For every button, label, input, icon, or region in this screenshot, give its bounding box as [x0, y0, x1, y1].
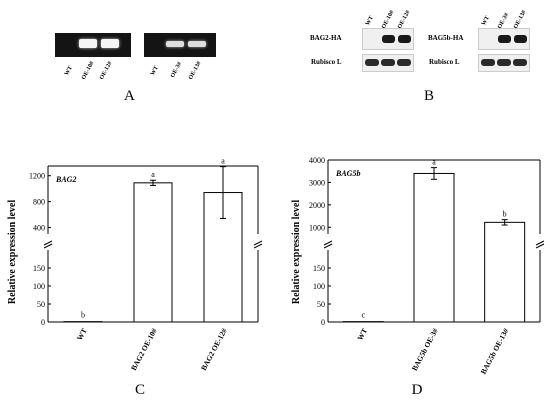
- blot-band: [514, 35, 527, 43]
- x-tick-label: WT: [355, 327, 369, 342]
- y-tick-label: 100: [313, 282, 325, 291]
- gel-band: [101, 39, 119, 48]
- y-tick-label: 50: [37, 300, 45, 309]
- blot-band: [381, 59, 395, 66]
- x-tick-label: BAG5b OE-3#: [410, 327, 440, 373]
- gel-1: [55, 33, 131, 57]
- axis-break-mark: [535, 240, 545, 246]
- y-tick-label: 2000: [309, 201, 325, 210]
- axis-break-mark: [43, 240, 53, 246]
- x-tick-label: BAG2 OE-10#: [129, 326, 159, 371]
- significance-label: a: [151, 170, 155, 179]
- blot-box-loading: [362, 54, 414, 72]
- blot-band: [397, 59, 411, 66]
- gel-band: [166, 41, 184, 47]
- y-axis-label: Relative expression level: [7, 200, 18, 304]
- blot-lane-label: OE-12#: [397, 9, 412, 30]
- panel-letter-c: C: [135, 382, 145, 398]
- blot-target-label: BAG5b-HA: [428, 34, 464, 42]
- y-tick-label: 800: [33, 198, 45, 207]
- blot-box-target: [362, 28, 414, 50]
- blot-lane-label: WT: [365, 15, 375, 27]
- axis-break-mark: [323, 240, 333, 246]
- significance-label: b: [81, 311, 85, 320]
- y-tick-label: 0: [41, 318, 45, 327]
- y-tick-label: 150: [313, 264, 325, 273]
- y-tick-label: 400: [33, 224, 45, 233]
- panel-letter-d: D: [412, 382, 423, 398]
- blot-target-label: BAG2-HA: [310, 34, 342, 42]
- blot-box-loading: [478, 54, 530, 72]
- gel-lane-label: OE-3#: [170, 61, 184, 79]
- panel-letter-a: A: [124, 88, 135, 104]
- y-tick-label: 50: [317, 300, 325, 309]
- y-tick-label: 0: [321, 318, 325, 327]
- blot-lane-label: WT: [481, 15, 491, 27]
- y-tick-label: 3000: [309, 178, 325, 187]
- blot-box-target: [478, 28, 530, 50]
- chart-body: 0 50 100 150 1000 2000 3000 4000 BAG5b c WT a BAG5b …: [309, 156, 545, 376]
- gel-lane-label: WT: [64, 65, 74, 77]
- blot-lane-label: OE-13#: [513, 9, 528, 30]
- gel-lane-label: OE-12#: [99, 60, 114, 81]
- gel-band: [79, 39, 97, 48]
- y-tick-label: 1000: [309, 223, 325, 232]
- chart-c: Relative expression level 0 50 100 150 400 80…: [7, 157, 263, 398]
- blot-band: [497, 59, 511, 66]
- axis-break-mark: [253, 240, 263, 246]
- axis-break-mark: [323, 243, 333, 249]
- blot-band: [513, 59, 527, 66]
- chart-d: Relative expression level 0 50 100 150 1000 2…: [291, 156, 545, 398]
- bar: [484, 221, 526, 323]
- blot-lane-label: OE-10#: [381, 9, 396, 30]
- y-tick-label: 4000: [309, 156, 325, 165]
- x-tick-label: BAG5b OE-13#: [479, 327, 511, 376]
- panel-letter-b: B: [424, 88, 435, 104]
- y-tick-label: 1200: [29, 172, 45, 181]
- y-tick-label: 150: [33, 264, 45, 273]
- gel-lane-label: OE-10#: [81, 60, 96, 81]
- blot-band: [382, 35, 395, 43]
- significance-label: c: [362, 311, 366, 320]
- bar: [413, 172, 455, 323]
- x-tick-label: BAG2 OE-12#: [199, 326, 229, 371]
- gel-2: [144, 33, 216, 57]
- y-axis-label: Relative expression level: [291, 200, 302, 304]
- blot-band: [481, 59, 495, 66]
- bar: [133, 182, 173, 323]
- blot-band: [398, 35, 411, 43]
- significance-label: b: [503, 210, 507, 219]
- axis-break-mark: [535, 243, 545, 249]
- significance-label: a: [432, 158, 436, 167]
- blot-band: [365, 59, 379, 66]
- blot-loading-label: Rubisco L: [311, 58, 342, 66]
- x-tick-label: WT: [75, 327, 89, 342]
- gel-band: [188, 41, 206, 47]
- gene-label: BAG2: [55, 175, 76, 184]
- axis-break-mark: [253, 243, 263, 249]
- gel-lane-label: WT: [150, 65, 160, 77]
- axis-break-mark: [43, 243, 53, 249]
- gel-lane-label: OE-13#: [188, 60, 203, 81]
- blot-loading-label: Rubisco L: [429, 58, 460, 66]
- blot-band: [498, 35, 511, 43]
- gene-label: BAG5b: [335, 169, 360, 178]
- significance-label: a: [221, 157, 225, 166]
- chart-body: 0 50 100 150 400 800 1200 BAG2 b WT a BAG2 OE-10# a B…: [29, 157, 263, 372]
- y-tick-label: 100: [33, 282, 45, 291]
